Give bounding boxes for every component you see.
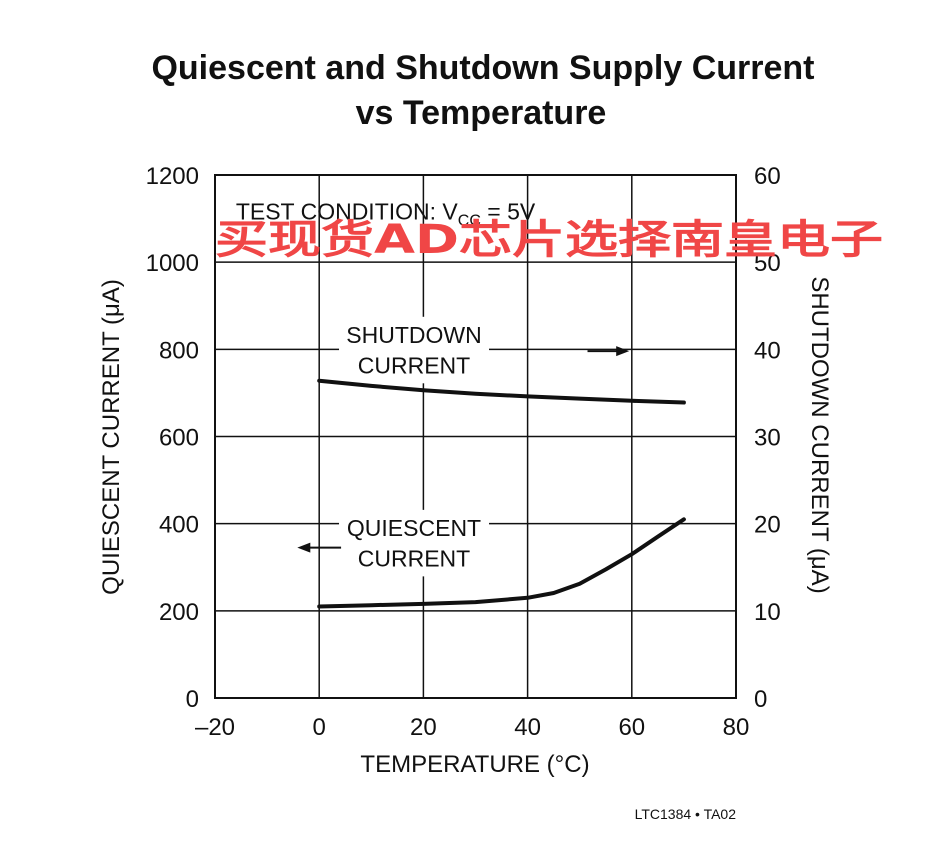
x-tick-label: 40 <box>514 714 541 741</box>
test-condition-suffix: = 5V <box>481 198 536 224</box>
plot-frame <box>214 174 737 699</box>
y-right-tick-label: 60 <box>754 163 781 190</box>
quiescent-current-label-bg <box>339 509 490 577</box>
y-axis-left-label: QUIESCENT CURRENT (μA) <box>98 279 125 595</box>
y-left-tick-label: 1200 <box>146 163 199 190</box>
y-left-tick-label: 1000 <box>146 250 199 277</box>
shutdown-current-label-line: CURRENT <box>358 352 470 378</box>
y-left-tick-label: 0 <box>186 686 199 713</box>
x-tick-label: –20 <box>195 714 235 741</box>
tick-labels: –20 0 20 40 60 800200400600800100012000102030… <box>146 163 781 741</box>
y-left-tick-label: 200 <box>159 599 199 626</box>
y-right-tick-label: 0 <box>754 686 767 713</box>
test-condition-prefix: TEST CONDITION: V <box>236 198 459 224</box>
quiescent-current-label-line: CURRENT <box>358 545 470 571</box>
figure-code: LTC1384 • TA02 <box>635 806 737 822</box>
y-right-tick-label: 20 <box>754 512 781 539</box>
y-axis-right-label: SHUTDOWN CURRENT (μA) <box>806 276 833 593</box>
x-tick-label: 0 <box>313 714 326 741</box>
test-condition-subscript: CC <box>458 212 481 229</box>
y-right-tick-label: 30 <box>754 425 781 452</box>
test-condition-label: TEST CONDITION: VCC = 5V <box>236 198 536 229</box>
watermark-text: 买现货AD芯片选择南皇电子 <box>215 217 883 263</box>
chart-title-line1: Quiescent and Shutdown Supply Current <box>151 49 814 87</box>
x-tick-label: 60 <box>618 714 645 741</box>
chart-title-line2: vs Temperature <box>356 94 607 132</box>
x-axis-label: TEMPERATURE (°C) <box>360 751 589 778</box>
y-right-tick-label: 10 <box>754 599 781 626</box>
y-left-tick-label: 800 <box>159 337 199 364</box>
y-left-tick-label: 600 <box>159 425 199 452</box>
quiescent-current-label-line: QUIESCENT <box>347 515 481 541</box>
shutdown-current-label-bg <box>339 316 490 384</box>
shutdown-current-line <box>317 378 686 405</box>
quiescent-current-arrow-head <box>297 542 311 553</box>
shutdown-current-label-line: SHUTDOWN <box>346 322 481 348</box>
x-tick-label: 20 <box>410 714 437 741</box>
x-tick-label: 80 <box>723 714 750 741</box>
y-right-tick-label: 50 <box>754 250 781 277</box>
series-lines <box>317 378 686 609</box>
quiescent-current-line <box>317 517 686 609</box>
y-right-tick-label: 40 <box>754 337 781 364</box>
y-left-tick-label: 400 <box>159 512 199 539</box>
series-annotations: SHUTDOWN CURRENT QUIESCENT CURRENT <box>297 316 630 577</box>
shutdown-current-arrow-head <box>616 346 630 357</box>
